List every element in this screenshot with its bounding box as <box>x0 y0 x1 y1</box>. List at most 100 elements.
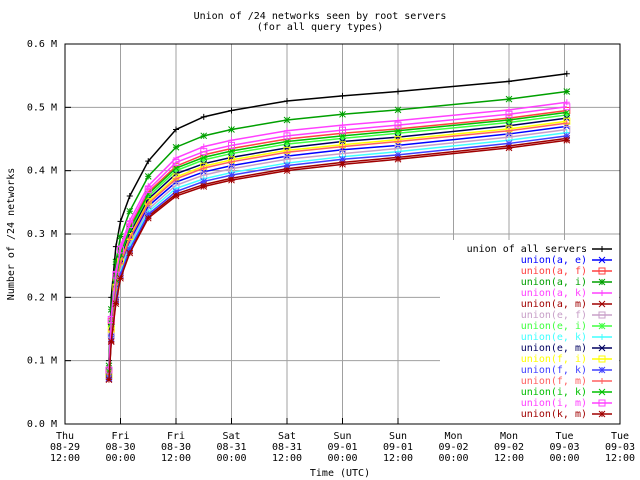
point-marker <box>200 178 208 185</box>
point-marker <box>505 119 513 126</box>
point-marker <box>117 274 124 282</box>
point-marker <box>394 155 402 163</box>
point-marker <box>200 132 208 140</box>
point-marker <box>394 106 402 114</box>
point-marker <box>228 147 235 155</box>
point-marker <box>228 126 235 133</box>
point-marker <box>563 120 570 127</box>
point-marker <box>395 88 401 95</box>
legend-marker <box>598 410 606 418</box>
y-tick-label: 0.2 M <box>27 292 57 303</box>
point-marker <box>145 182 152 189</box>
point-marker <box>394 129 402 137</box>
legend-label: union(i, k) <box>521 387 587 398</box>
point-marker <box>126 228 134 235</box>
x-tick-label: Thu 08-29 12:00 <box>50 431 80 464</box>
point-marker <box>228 171 235 179</box>
point-marker <box>563 103 571 111</box>
point-marker <box>117 271 124 278</box>
x-axis-label: Time (UTC) <box>310 468 370 479</box>
point-marker <box>283 140 291 148</box>
plot-border <box>64 43 621 425</box>
point-marker <box>126 207 134 215</box>
x-tick-label: Mon 09-02 00:00 <box>438 431 468 464</box>
series-line <box>108 105 567 371</box>
legend-marker <box>598 355 606 363</box>
point-marker <box>228 107 235 114</box>
legend-label: union(f, m) <box>521 376 587 387</box>
point-marker <box>107 338 115 346</box>
x-tick-label: Fri 08-30 00:00 <box>105 431 135 464</box>
point-marker <box>505 144 513 152</box>
point-marker <box>172 158 180 166</box>
legend-marker <box>598 344 606 352</box>
point-marker <box>112 300 120 308</box>
legend-marker <box>599 246 605 252</box>
legend-label: union(k, m) <box>521 409 587 420</box>
legend-marker <box>598 366 606 374</box>
point-marker <box>563 111 571 119</box>
point-marker <box>283 132 291 140</box>
legend-marker <box>598 256 606 264</box>
point-marker <box>563 132 571 140</box>
point-marker <box>200 156 208 164</box>
point-marker <box>283 162 291 169</box>
x-tick-label: Sat 08-31 00:00 <box>216 431 246 464</box>
point-marker <box>505 110 513 118</box>
legend-background <box>440 240 619 424</box>
point-marker <box>200 148 208 156</box>
legend-marker <box>599 334 605 340</box>
legend-marker <box>598 311 606 319</box>
point-marker <box>200 162 208 170</box>
point-marker <box>172 164 180 172</box>
point-marker <box>394 151 402 159</box>
legend-label: union(e, i) <box>521 321 587 332</box>
x-tick-label: Tue 09-03 12:00 <box>605 431 635 464</box>
point-marker <box>172 173 180 181</box>
point-marker <box>339 143 346 150</box>
legend-label: union(f, i) <box>521 354 587 365</box>
legend-marker <box>599 290 605 296</box>
point-marker <box>228 150 235 157</box>
legend-marker <box>598 278 606 286</box>
point-marker <box>563 88 571 95</box>
legend-label: union of all servers <box>467 244 587 255</box>
y-tick-label: 0.6 M <box>27 39 57 50</box>
point-marker <box>144 198 152 206</box>
point-marker <box>144 211 152 218</box>
point-marker <box>506 127 512 134</box>
point-marker <box>112 258 120 266</box>
point-marker <box>228 156 235 164</box>
point-marker <box>394 121 402 129</box>
point-marker <box>145 200 152 207</box>
y-tick-label: 0.3 M <box>27 229 57 240</box>
point-marker <box>126 193 133 199</box>
point-marker <box>394 136 402 144</box>
point-marker <box>172 143 180 151</box>
point-marker <box>228 141 235 149</box>
legend-marker <box>598 399 606 407</box>
point-marker <box>144 186 152 194</box>
series-line <box>108 90 567 366</box>
y-tick-label: 0.4 M <box>27 166 57 177</box>
legend-label: union(i, m) <box>521 398 587 409</box>
point-marker <box>117 233 124 240</box>
point-marker <box>173 155 179 161</box>
legend-marker <box>598 322 606 330</box>
point-marker <box>505 95 513 103</box>
series-line <box>108 122 567 375</box>
point-marker <box>117 246 124 254</box>
x-tick-label: Sun 09-01 12:00 <box>383 431 413 464</box>
point-marker <box>200 154 208 161</box>
point-marker <box>145 158 152 165</box>
legend-marker <box>598 388 606 396</box>
point-marker <box>228 158 235 165</box>
point-marker <box>563 99 570 106</box>
point-marker <box>126 235 133 242</box>
point-marker <box>339 92 346 99</box>
point-marker <box>144 173 152 180</box>
point-marker <box>117 250 124 258</box>
legend-label: union(a, m) <box>521 299 587 310</box>
point-marker <box>505 140 513 147</box>
